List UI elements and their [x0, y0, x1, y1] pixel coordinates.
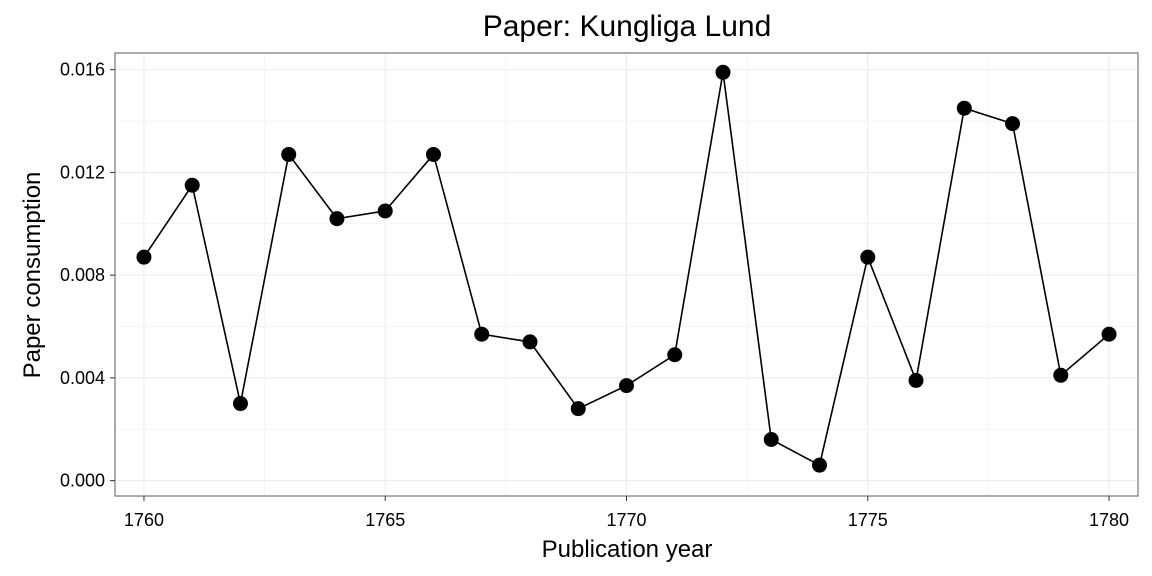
x-axis-label: Publication year	[542, 536, 713, 563]
data-point	[1005, 116, 1021, 132]
data-point	[522, 334, 538, 350]
x-tick-label: 1760	[124, 510, 164, 530]
data-point	[908, 372, 924, 388]
data-point	[956, 100, 972, 116]
chart-title: Paper: Kungliga Lund	[483, 10, 772, 43]
y-tick-label: 0.000	[60, 471, 105, 491]
data-point	[329, 211, 345, 227]
x-tick-label: 1765	[365, 510, 405, 530]
x-tick-label: 1770	[606, 510, 646, 530]
data-point	[281, 146, 297, 162]
data-point	[1053, 367, 1069, 383]
data-point	[474, 326, 490, 342]
x-tick-label: 1775	[848, 510, 888, 530]
data-point	[570, 401, 586, 417]
y-tick-label: 0.012	[60, 162, 105, 182]
y-tick-label: 0.008	[60, 265, 105, 285]
y-tick-label: 0.016	[60, 60, 105, 80]
data-point	[812, 457, 828, 473]
data-point	[763, 432, 779, 448]
data-point	[667, 347, 683, 363]
y-axis: 0.000 0.004 0.008 0.012 0.016	[60, 60, 115, 491]
data-point	[377, 203, 393, 219]
y-tick-label: 0.004	[60, 368, 105, 388]
x-tick-label: 1780	[1089, 510, 1129, 530]
x-axis: 1760 1765 1770 1775 1780	[124, 496, 1129, 530]
data-point	[619, 378, 634, 394]
y-axis-label: Paper consumption	[19, 172, 46, 379]
data-point	[860, 249, 876, 265]
data-point	[1101, 326, 1117, 342]
grid	[115, 53, 1138, 496]
data-point	[232, 396, 248, 412]
data-point	[136, 249, 152, 265]
series-layer	[136, 64, 1117, 473]
data-point	[184, 177, 200, 193]
data-point	[425, 146, 441, 162]
data-point	[715, 64, 731, 80]
